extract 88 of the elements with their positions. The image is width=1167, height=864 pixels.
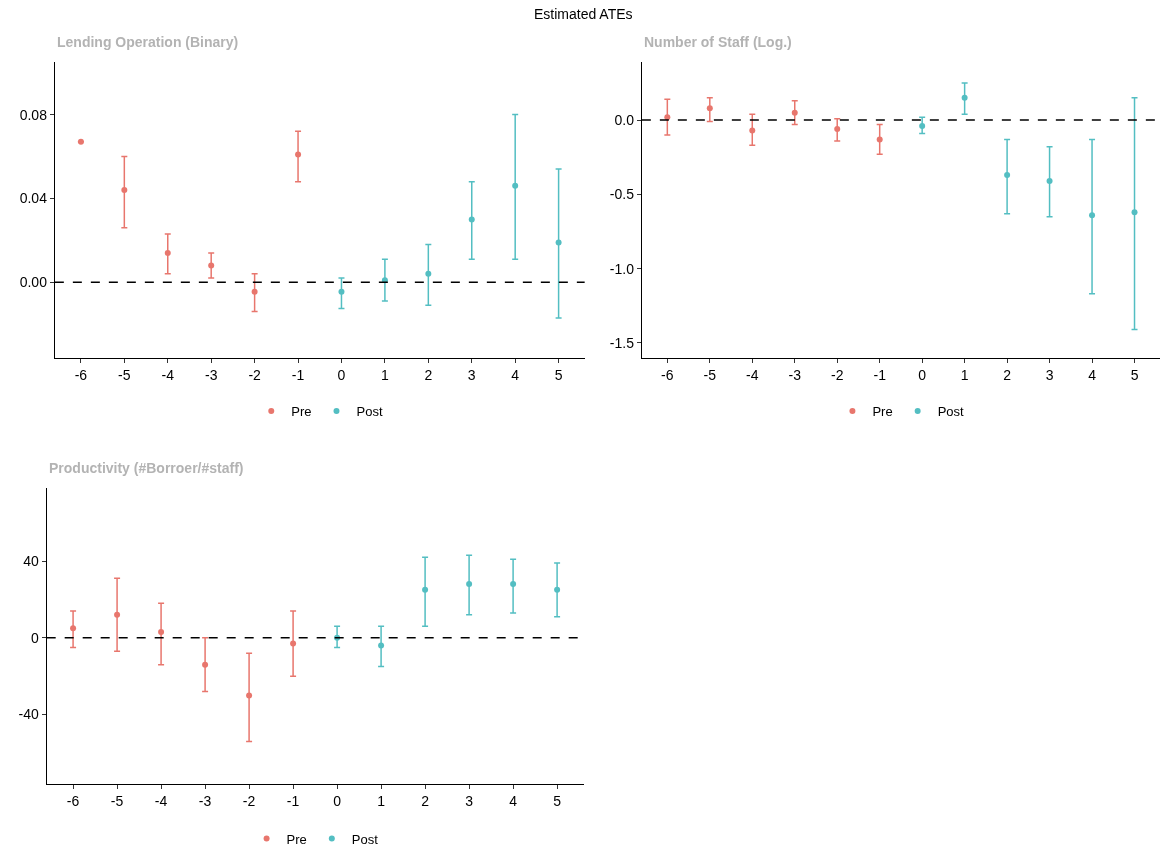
- text: Estimated ATEs: [534, 6, 633, 22]
- x-tick-label: -3: [788, 366, 802, 383]
- chart-title: Lending Operation (Binary): [57, 34, 239, 50]
- point: [290, 640, 297, 647]
- x-tick-label: -5: [703, 366, 717, 383]
- x-tick-label: -2: [248, 366, 262, 383]
- point: [422, 586, 429, 593]
- x-tick-label: 3: [1045, 366, 1054, 383]
- x-tick-label: 0: [918, 366, 927, 383]
- legend-label: Post: [937, 403, 965, 419]
- x-tick-label: 1: [377, 792, 386, 809]
- x-tick-label: -4: [154, 792, 168, 809]
- point: [876, 136, 883, 143]
- point: [791, 109, 798, 116]
- point: [378, 642, 385, 649]
- point: [295, 151, 302, 158]
- point: [1004, 172, 1011, 179]
- y-tick-label: -1.5: [609, 334, 635, 351]
- point: [749, 127, 756, 134]
- x-tick-label: 2: [1003, 366, 1012, 383]
- legend-label: Pre: [872, 403, 893, 419]
- point: [425, 270, 432, 277]
- point: [114, 611, 121, 618]
- legend-label: Post: [356, 403, 383, 419]
- point: [164, 249, 171, 256]
- point: [468, 216, 475, 223]
- point: [202, 661, 209, 668]
- x-tick-label: 4: [511, 366, 520, 383]
- y-tick-label: -1.0: [609, 260, 635, 277]
- legend-label: Pre: [291, 403, 312, 419]
- x-tick-label: 4: [1088, 366, 1097, 383]
- point: [554, 586, 561, 593]
- point: [510, 581, 517, 588]
- point: [338, 288, 345, 295]
- point: [919, 123, 926, 130]
- y-tick-label: 0.04: [19, 190, 48, 207]
- point: [555, 239, 562, 246]
- point: [1089, 212, 1096, 219]
- y-tick-label: -40: [18, 706, 39, 723]
- x-tick-label: 0: [337, 366, 346, 383]
- point: [70, 625, 77, 632]
- x-tick-label: 2: [424, 366, 433, 383]
- point: [251, 288, 258, 295]
- point: [158, 629, 165, 636]
- y-tick-label: 0: [30, 629, 39, 646]
- point: [706, 105, 713, 112]
- chart-title: Productivity (#Borroer/#staff): [49, 460, 244, 476]
- x-tick-label: 5: [554, 366, 563, 383]
- x-tick-label: -6: [74, 366, 88, 383]
- x-tick-label: -6: [66, 792, 80, 809]
- x-tick-label: -6: [661, 366, 674, 383]
- y-tick-label: 40: [23, 552, 39, 569]
- x-tick-label: -5: [118, 366, 131, 383]
- x-tick-label: 1: [960, 366, 969, 383]
- point: [961, 94, 968, 101]
- point: [834, 126, 841, 133]
- x-tick-label: -1: [286, 792, 300, 809]
- x-tick-label: 2: [421, 792, 430, 809]
- x-tick-label: -2: [242, 792, 256, 809]
- y-tick-label: -0.5: [609, 186, 635, 203]
- x-tick-label: -2: [830, 366, 844, 383]
- x-tick-label: 0: [333, 792, 342, 809]
- x-tick-label: -1: [291, 366, 305, 383]
- x-tick-label: -4: [161, 366, 175, 383]
- y-tick-label: 0.00: [19, 274, 48, 291]
- x-tick-label: 5: [1130, 366, 1139, 383]
- x-tick-label: 4: [509, 792, 518, 809]
- x-tick-label: -4: [746, 366, 759, 383]
- x-tick-label: 5: [553, 792, 562, 809]
- point: [121, 187, 128, 194]
- point: [246, 692, 253, 699]
- x-tick-label: -3: [204, 366, 218, 383]
- point: [1131, 209, 1138, 216]
- point: [512, 182, 519, 189]
- x-tick-label: 3: [465, 792, 474, 809]
- x-tick-label: -3: [198, 792, 212, 809]
- y-tick-label: 0.08: [19, 106, 48, 123]
- chart-title: Number of Staff (Log.): [644, 34, 792, 50]
- point: [1046, 178, 1053, 184]
- x-tick-label: -5: [110, 792, 124, 809]
- legend-label: Post: [351, 831, 379, 847]
- legend-label: Pre: [286, 831, 307, 847]
- point: [466, 581, 473, 588]
- point: [208, 262, 215, 269]
- x-tick-label: 3: [467, 366, 476, 383]
- y-tick-label: 0.0: [614, 112, 635, 129]
- x-tick-label: 1: [381, 366, 389, 383]
- x-tick-label: -1: [873, 366, 887, 383]
